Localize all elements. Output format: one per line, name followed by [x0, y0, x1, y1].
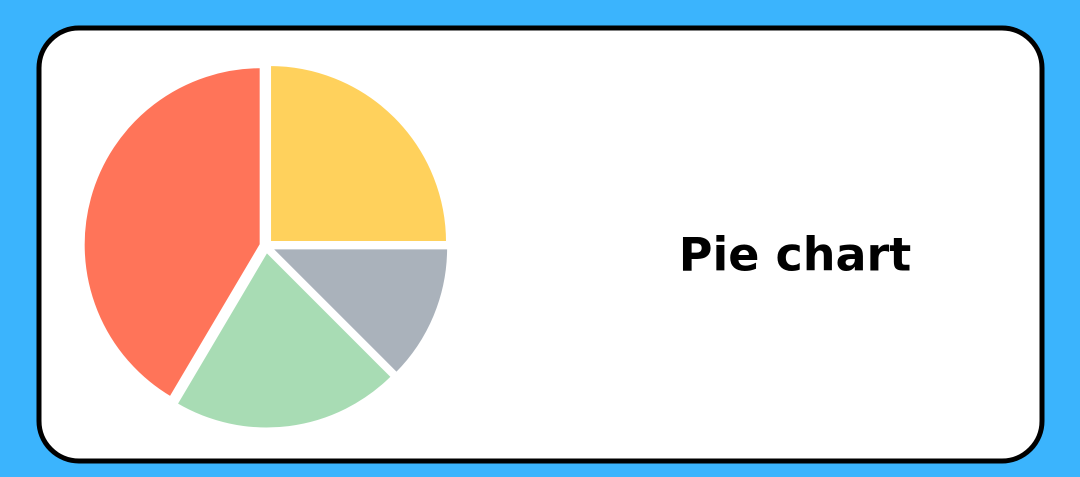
pie-slice	[174, 249, 394, 431]
chart-title: Pie chart	[679, 228, 911, 282]
pie-slice	[268, 62, 450, 244]
pie-slice	[81, 65, 263, 400]
pie-slice	[269, 246, 451, 376]
